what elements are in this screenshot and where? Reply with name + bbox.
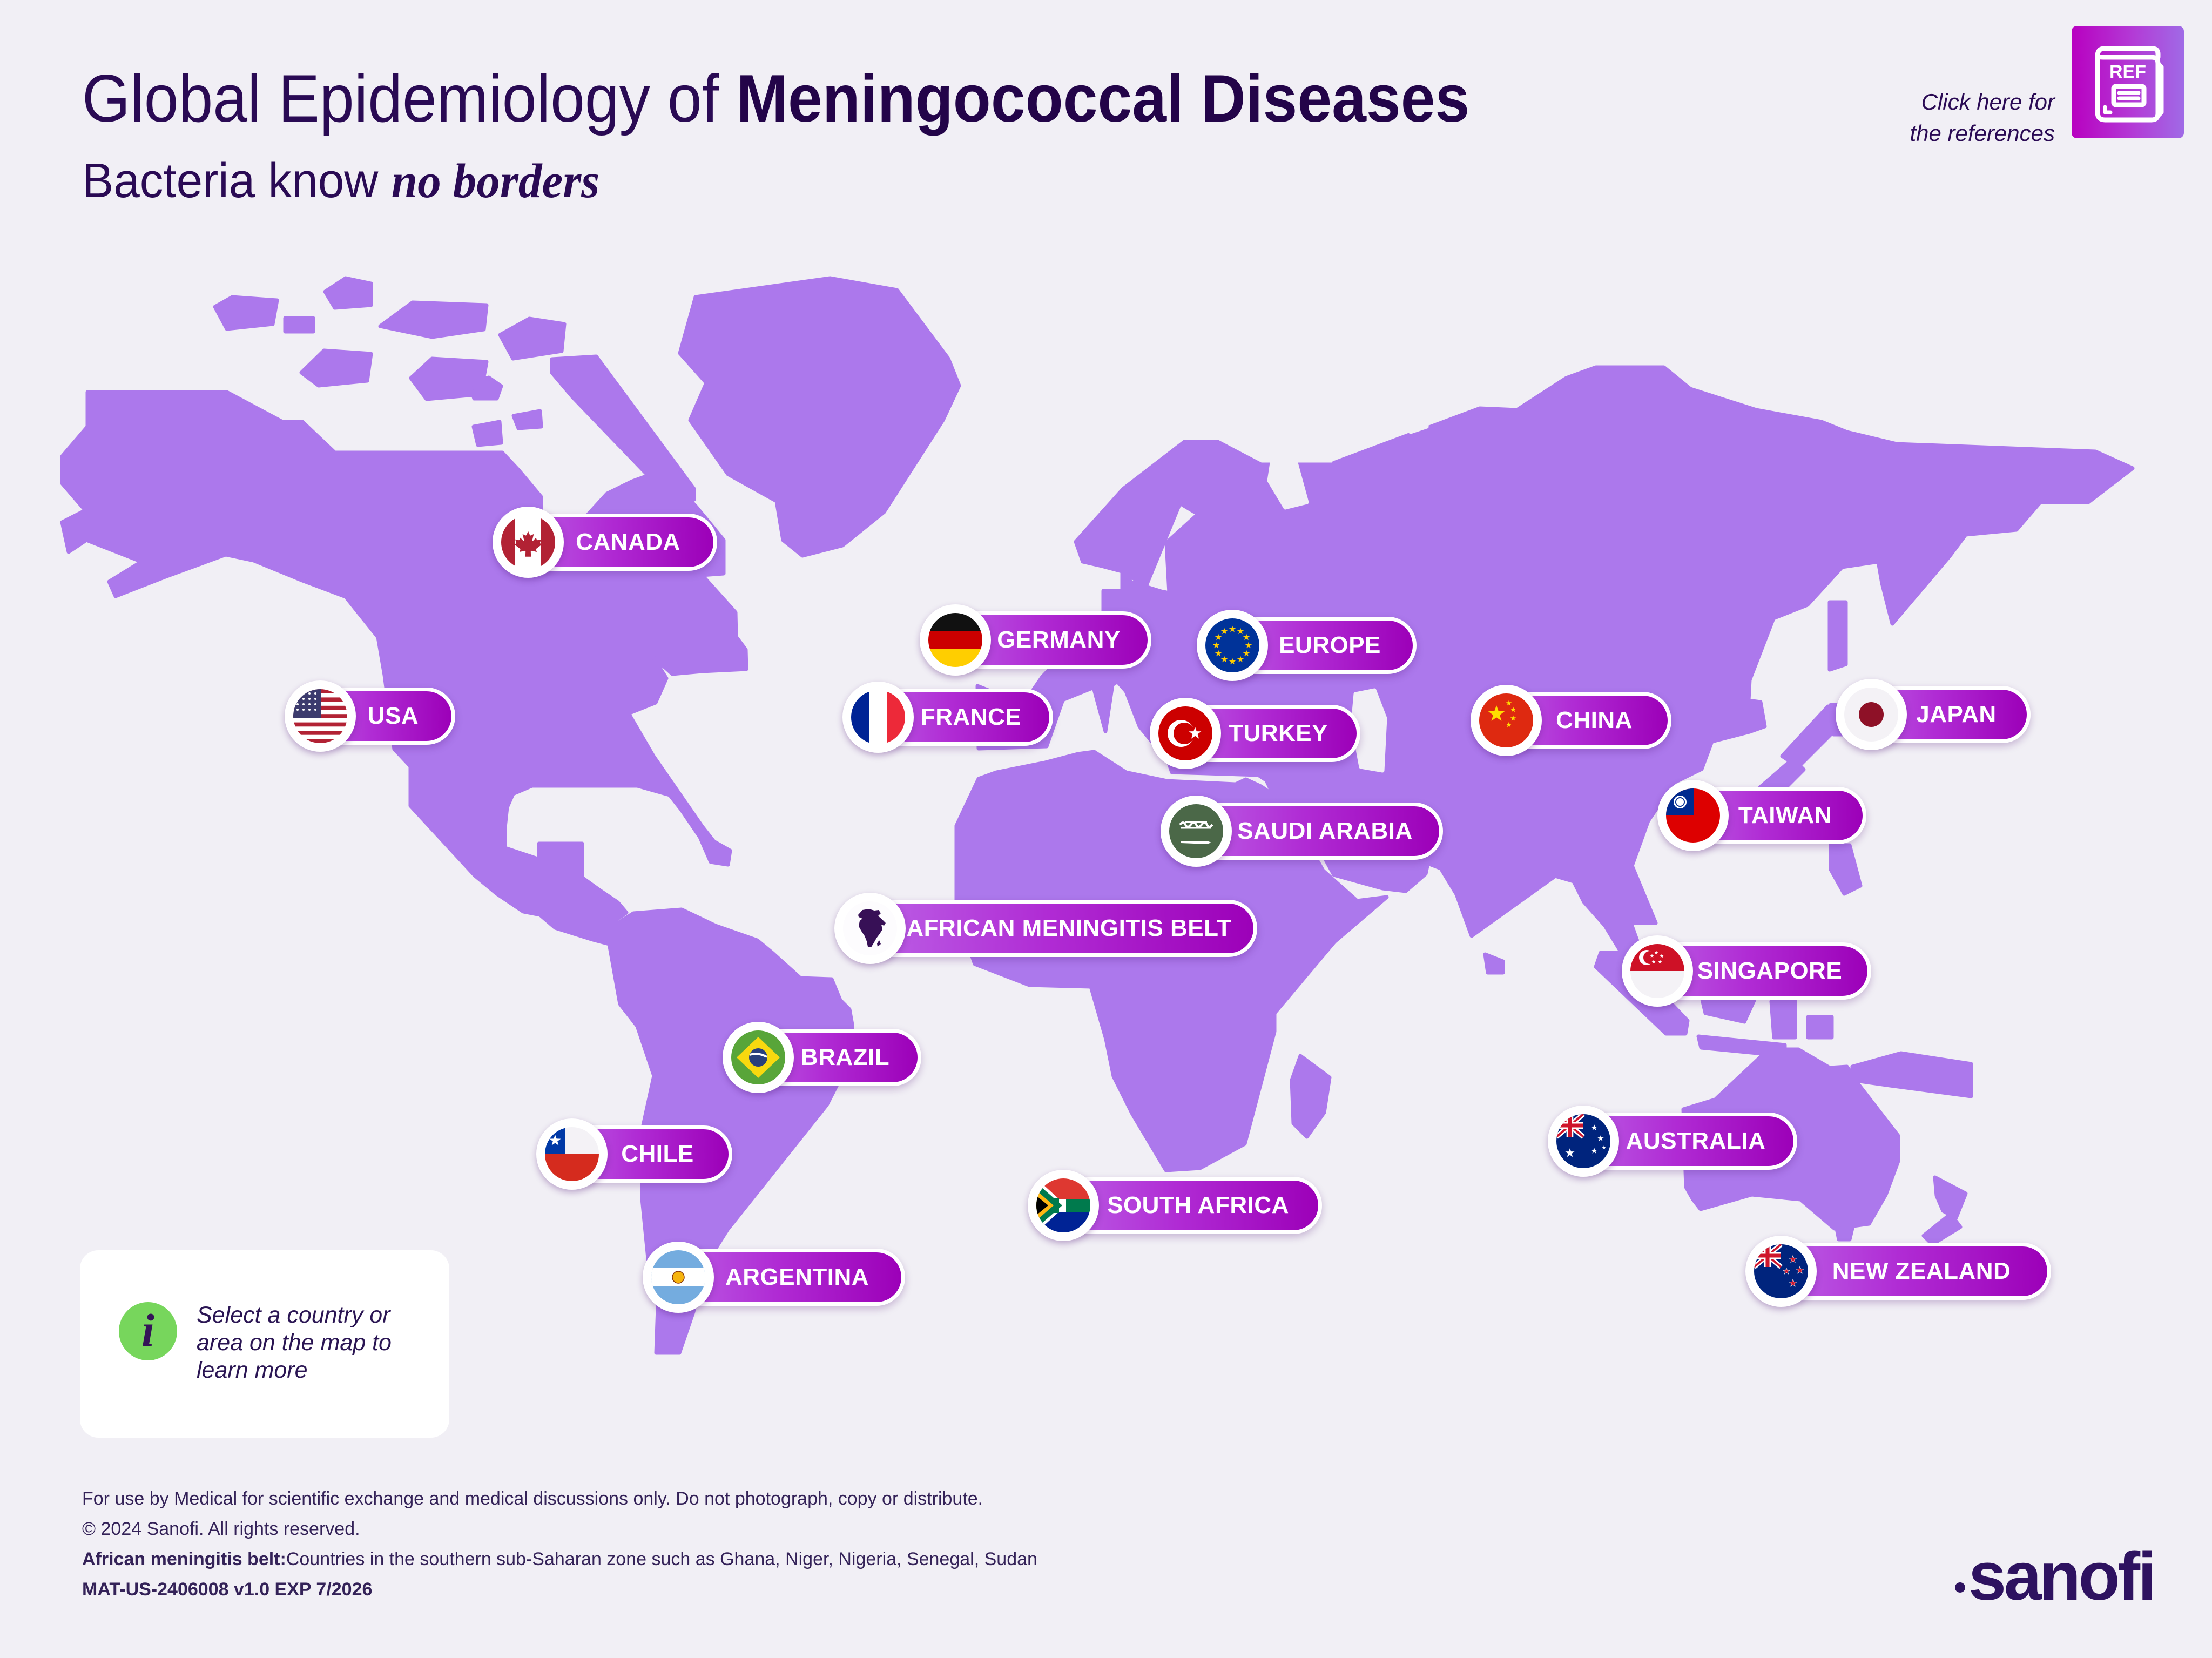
svg-text:REF: REF bbox=[2109, 62, 2146, 82]
